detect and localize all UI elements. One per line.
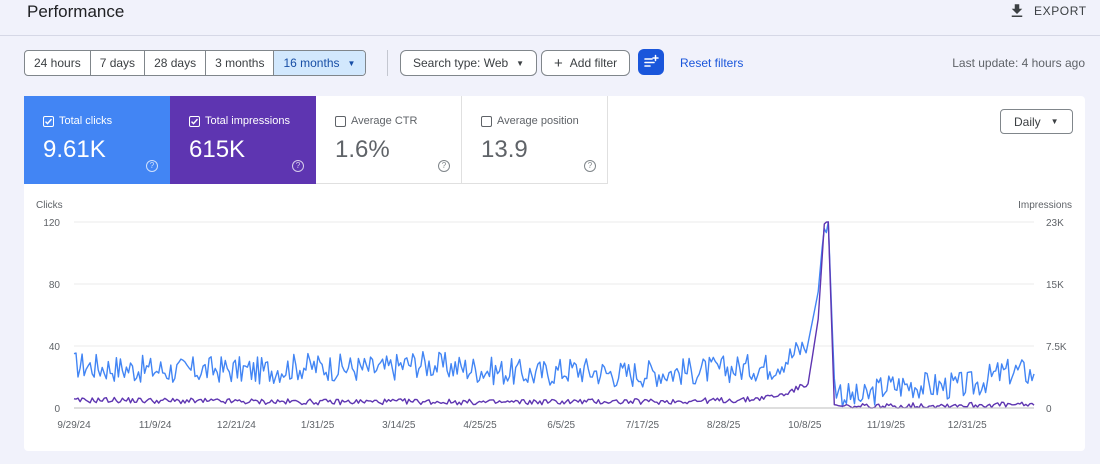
metric-value: 615K [189,136,246,163]
caret-down-icon: ▼ [516,58,525,68]
range-7-days[interactable]: 7 days [91,51,146,75]
y-left-tick-label: 120 [43,218,60,229]
y-left-axis-label: Clicks [36,200,63,211]
metric-label: Average CTR [351,115,418,127]
y-right-tick-label: 7.5K [1046,342,1067,353]
range-24-hours[interactable]: 24 hours [25,51,91,75]
x-tick-label: 6/5/25 [547,420,575,431]
metric-value: 13.9 [481,136,528,163]
divider [387,50,388,76]
x-tick-label: 4/25/25 [463,420,497,431]
caret-down-icon: ▼ [1050,117,1059,126]
x-tick-label: 1/31/25 [301,420,335,431]
page-title: Performance [27,2,125,21]
x-tick-label: 12/31/25 [948,420,987,431]
metric-card-total-clicks[interactable]: Total clicks 9.61K ? [24,96,170,184]
metric-card-average-position[interactable]: Average position 13.9 ? [462,96,608,184]
export-button[interactable]: EXPORT [1008,1,1087,21]
date-range-selector: 24 hours 7 days 28 days 3 months 16 mont… [24,50,367,76]
range-3-months[interactable]: 3 months [206,51,275,75]
caret-down-icon: ▼ [347,58,356,68]
filter-sliders-icon [644,54,659,67]
help-icon[interactable]: ? [438,160,450,172]
series-line-total-clicks [73,221,1035,408]
y-right-tick-label: 15K [1046,280,1064,291]
granularity-dropdown[interactable]: Daily ▼ [1000,109,1073,134]
metric-label: Average position [497,115,579,127]
help-icon[interactable]: ? [584,160,596,172]
checkbox-unchecked-icon [335,116,346,127]
range-28-days[interactable]: 28 days [145,51,207,75]
performance-chart: 0 40 80 120 0 7.5K 15K 23K Clicks Impressions 9/29… [36,200,1072,431]
y-right-axis-label: Impressions [1018,200,1072,211]
metric-card-average-ctr[interactable]: Average CTR 1.6% ? [316,96,462,184]
range-16-months-label: 16 months [283,56,340,70]
x-tick-label: 3/14/25 [382,420,416,431]
help-icon[interactable]: ? [146,160,158,172]
metric-cards: Total clicks 9.61K ? Total impressions 6… [24,96,608,184]
y-right-tick-label: 23K [1046,218,1064,229]
x-tick-label: 10/8/25 [788,420,822,431]
add-filter-label: Add filter [569,56,618,70]
x-tick-label: 12/21/24 [217,420,256,431]
y-right-tick-label: 0 [1046,404,1052,415]
search-type-dropdown[interactable]: Search type: Web ▼ [400,50,538,76]
last-update-text: Last update: 4 hours ago [952,56,1085,70]
metric-label: Total impressions [205,115,290,127]
x-tick-label: 7/17/25 [626,420,660,431]
x-tick-label: 8/28/25 [707,420,741,431]
metric-value: 1.6% [335,136,390,163]
x-tick-label: 11/19/25 [867,420,906,431]
top-bar: Performance EXPORT [0,0,1100,36]
add-filter-button[interactable]: + Add filter [541,50,631,76]
x-tick-label: 11/9/24 [139,420,172,431]
download-icon [1011,4,1023,17]
checkbox-checked-icon [189,116,200,127]
range-16-months[interactable]: 16 months ▼ [274,51,366,75]
y-left-tick-label: 0 [54,404,60,415]
granularity-label: Daily [1014,114,1041,129]
x-tick-label: 9/29/24 [57,420,91,431]
filter-row: 24 hours 7 days 28 days 3 months 16 mont… [0,48,1100,78]
performance-panel: Total clicks 9.61K ? Total impressions 6… [24,96,1085,451]
plus-icon: + [554,54,563,72]
checkbox-checked-icon [43,116,54,127]
metric-label: Total clicks [59,115,113,127]
checkbox-unchecked-icon [481,116,492,127]
metric-card-total-impressions[interactable]: Total impressions 615K ? [170,96,316,184]
reset-filters-link[interactable]: Reset filters [680,56,744,70]
help-icon[interactable]: ? [292,160,304,172]
metric-value: 9.61K [43,136,106,163]
export-label: EXPORT [1034,4,1087,18]
search-type-label: Search type: Web [413,56,509,70]
filter-settings-button[interactable] [638,49,664,75]
y-left-tick-label: 80 [49,280,61,291]
y-left-tick-label: 40 [49,342,61,353]
